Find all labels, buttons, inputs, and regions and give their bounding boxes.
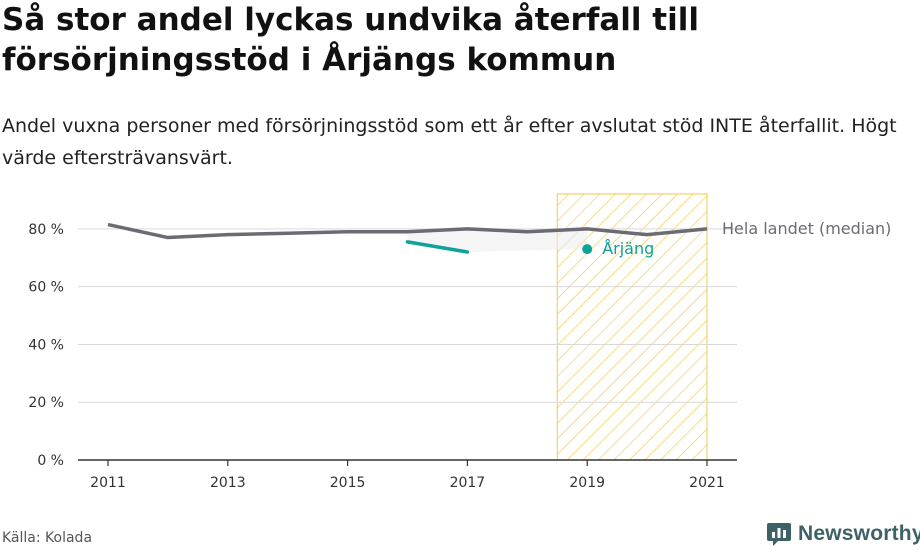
x-tick-label: 2021 [689, 475, 725, 491]
brand-name: Newsworthy [798, 522, 920, 545]
national-series-label: Hela landet (median) [722, 219, 891, 238]
x-tick-label: 2011 [90, 475, 126, 491]
y-tick-label: 0 % [37, 453, 64, 469]
x-tick-label: 2019 [569, 475, 605, 491]
y-tick-label: 80 % [28, 222, 64, 238]
source-note: Källa: Kolada [2, 530, 93, 546]
arjang-line [405, 240, 470, 254]
y-tick-label: 40 % [28, 337, 64, 353]
difference-band [407, 228, 588, 252]
chart-subtitle: Andel vuxna personer med försörjningsstö… [2, 115, 897, 169]
y-tick-label: 60 % [28, 280, 64, 296]
brand-logo: Newsworthy [766, 520, 920, 548]
x-tick-label: 2017 [450, 475, 486, 491]
x-tick-label: 2013 [210, 475, 246, 491]
arjang-series-label: Årjäng [602, 239, 654, 258]
arjang-point [582, 244, 593, 255]
y-tick-label: 20 % [28, 395, 64, 411]
newsworthy-logo-icon [767, 523, 791, 546]
x-tick-label: 2015 [330, 475, 366, 491]
chart-title: Så stor andel lyckas undvika återfall ti… [2, 2, 699, 78]
national-median-line [107, 222, 708, 240]
